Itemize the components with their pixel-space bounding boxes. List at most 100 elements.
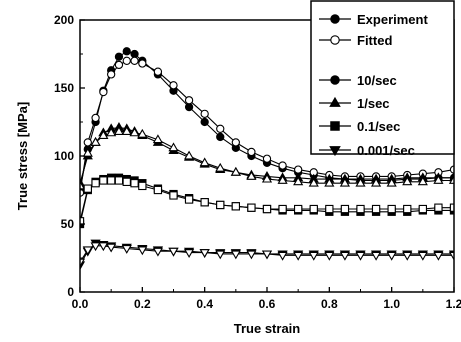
y-tick-label: 50 xyxy=(61,217,75,231)
legend-label: 0.1/sec xyxy=(357,119,400,134)
data-point xyxy=(433,251,444,261)
legend-marker xyxy=(329,146,341,157)
data-point xyxy=(168,247,179,257)
data-point xyxy=(247,203,256,212)
data-point xyxy=(153,67,163,76)
data-point xyxy=(215,250,226,260)
data-point xyxy=(99,176,108,185)
data-point xyxy=(200,198,209,207)
data-point xyxy=(130,56,139,65)
data-point xyxy=(183,249,195,258)
data-point xyxy=(99,87,108,97)
data-point xyxy=(199,249,210,258)
data-point xyxy=(402,176,413,186)
data-point xyxy=(83,184,92,193)
data-point xyxy=(122,56,131,65)
legend-label: 10/sec xyxy=(357,73,397,88)
data-point xyxy=(216,200,225,210)
x-tick-label: 0.0 xyxy=(72,297,89,311)
data-point xyxy=(130,179,139,188)
data-point xyxy=(325,204,334,214)
data-point xyxy=(247,147,256,157)
data-point xyxy=(90,242,101,252)
legend-marker xyxy=(330,75,340,85)
data-point xyxy=(277,251,288,261)
data-point xyxy=(137,246,148,256)
data-point xyxy=(277,175,288,184)
data-point xyxy=(114,52,124,61)
legend-marker xyxy=(329,96,341,107)
legend-label: Experiment xyxy=(357,12,428,27)
data-point xyxy=(113,126,125,135)
data-point xyxy=(137,128,148,138)
data-point xyxy=(293,251,304,261)
data-point xyxy=(261,173,273,183)
data-point xyxy=(403,204,412,214)
data-point xyxy=(370,251,382,261)
data-point xyxy=(121,126,132,135)
data-point xyxy=(199,157,210,167)
data-point xyxy=(371,204,381,214)
series-layer xyxy=(80,47,454,271)
legend-marker xyxy=(330,121,340,131)
data-point xyxy=(183,150,195,160)
data-point xyxy=(355,177,366,187)
data-point xyxy=(308,177,319,187)
data-point xyxy=(355,251,366,261)
data-point xyxy=(293,176,304,186)
data-point xyxy=(386,177,397,187)
data-point xyxy=(261,250,273,260)
data-point xyxy=(231,202,240,211)
data-point xyxy=(278,161,287,170)
series-fitted-0-1-sec xyxy=(80,176,454,226)
data-point xyxy=(339,251,351,261)
series-fitted-0-001-sec xyxy=(80,242,454,268)
data-point xyxy=(152,247,164,257)
data-point xyxy=(433,175,444,184)
data-point xyxy=(417,251,428,261)
data-point xyxy=(82,147,93,157)
data-point xyxy=(153,185,163,195)
data-point xyxy=(294,204,303,214)
data-point xyxy=(246,170,257,180)
data-point xyxy=(184,195,194,204)
data-point xyxy=(216,124,225,133)
data-point xyxy=(106,127,117,137)
data-point xyxy=(418,204,427,214)
data-point xyxy=(114,60,124,70)
x-tick-label: 0.2 xyxy=(134,297,151,311)
data-point xyxy=(417,176,428,186)
data-point xyxy=(107,176,116,185)
data-point xyxy=(107,70,116,79)
y-tick-label: 200 xyxy=(54,13,74,27)
legend-label: 0.001/sec xyxy=(357,143,415,158)
data-point xyxy=(262,154,272,163)
data-point xyxy=(200,117,209,127)
x-tick-label: 0.8 xyxy=(321,297,338,311)
data-point xyxy=(200,109,209,118)
data-point xyxy=(230,166,241,176)
data-point xyxy=(262,204,272,214)
data-point xyxy=(106,243,117,253)
data-point xyxy=(386,251,397,261)
data-point xyxy=(90,136,101,146)
legend-marker xyxy=(330,14,340,24)
data-point xyxy=(184,102,194,112)
data-point xyxy=(91,179,100,188)
data-point xyxy=(169,191,178,200)
data-point xyxy=(98,130,109,140)
data-point xyxy=(215,162,226,172)
data-point xyxy=(230,250,241,260)
data-point xyxy=(387,204,396,214)
x-tick-label: 0.6 xyxy=(259,297,276,311)
data-point xyxy=(324,251,335,261)
data-point xyxy=(448,175,454,184)
data-point xyxy=(278,204,287,214)
legend-marker xyxy=(330,35,340,45)
data-point xyxy=(122,177,131,186)
data-point xyxy=(138,181,147,191)
data-point xyxy=(80,180,86,190)
data-point xyxy=(121,245,132,254)
data-point xyxy=(138,59,147,68)
